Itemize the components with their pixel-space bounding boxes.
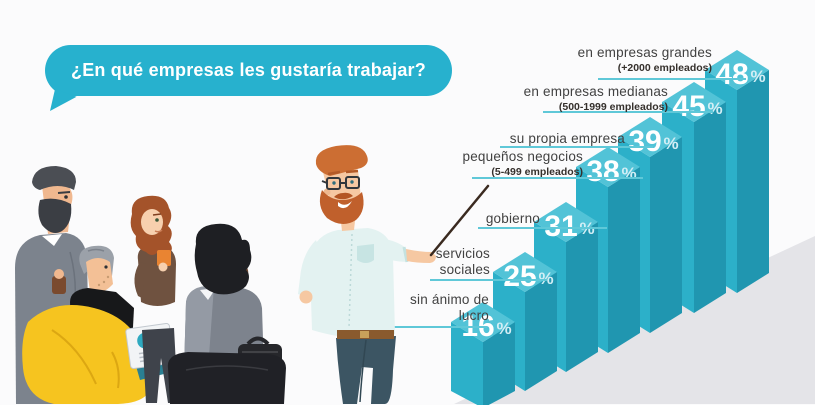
bar-label-text: sociales [439, 262, 490, 277]
bar-value-unit: % [538, 269, 553, 288]
bar-value: 39 [628, 125, 661, 158]
hair [32, 166, 76, 190]
couch [167, 352, 286, 404]
page-title: ¿En qué empresas les gustaría trabajar? [71, 60, 426, 80]
beanbag [22, 305, 153, 404]
face [141, 209, 163, 235]
bar-label-text: en empresas grandes [577, 45, 712, 60]
bar-label-pequenos-negocios: pequeños negocios (5-499 empleados) [463, 149, 584, 179]
hair [315, 145, 368, 176]
beard [38, 198, 72, 233]
jeans [336, 336, 396, 404]
bar-value: 38 [586, 155, 619, 188]
bar-value-unit: % [496, 319, 511, 338]
title-speech-bubble: ¿En qué empresas les gustaría trabajar? [45, 45, 452, 96]
bottom-white-strip [0, 405, 815, 416]
figure-man-back-turned [184, 223, 264, 370]
bar-label-subtext: (5-499 empleados) [491, 166, 583, 178]
bar-value-unit: % [663, 134, 678, 153]
face [323, 166, 361, 204]
pointer-stick [429, 184, 490, 257]
hair [194, 223, 252, 295]
mug [157, 250, 171, 266]
bar-label-subtext: (+2000 empleados) [617, 62, 712, 74]
shirt-pocket [357, 244, 374, 263]
bar-label-text: pequeños negocios [462, 149, 583, 164]
bar-label-servicios-sociales: servicios sociales [436, 246, 490, 278]
bar-value: 31 [544, 210, 577, 243]
bar-label-propia-empresa: su propia empresa [510, 131, 625, 147]
bar-label-text: sin ánimo de [410, 292, 489, 307]
face [86, 258, 113, 293]
bar-label-empresas-grandes: en empresas grandes (+2000 empleados) [578, 45, 712, 75]
bar-label-text: servicios [435, 246, 490, 261]
figure-presenter [298, 145, 490, 404]
bar-label-text: gobierno [485, 211, 540, 226]
bar-label-text: en empresas medianas [523, 84, 668, 99]
bar-label-empresas-medianas: en empresas medianas (500-1999 empleados… [524, 84, 668, 114]
bar-sin-animo-de-lucro: 16 % [451, 302, 515, 408]
bar-value: 45 [672, 90, 705, 123]
couch-and-bag [167, 336, 286, 404]
label-underlines [392, 78, 746, 328]
bar-value: 48 [715, 58, 748, 91]
bar-label-sin-animo-de-lucro: sin ánimo de lucro [410, 292, 489, 324]
bar-value-unit: % [621, 164, 636, 183]
bar-value-unit: % [750, 67, 765, 86]
bar-label-text: su propia empresa [509, 131, 625, 146]
bar-label-text: lucro [458, 308, 489, 323]
bar-label-subtext: (500-1999 empleados) [558, 101, 668, 113]
bar-label-gobierno: gobierno [486, 211, 540, 227]
bar-value-unit: % [707, 99, 722, 118]
glasses [321, 176, 360, 190]
bar-value: 25 [503, 260, 536, 293]
pointing-arm [406, 249, 436, 263]
